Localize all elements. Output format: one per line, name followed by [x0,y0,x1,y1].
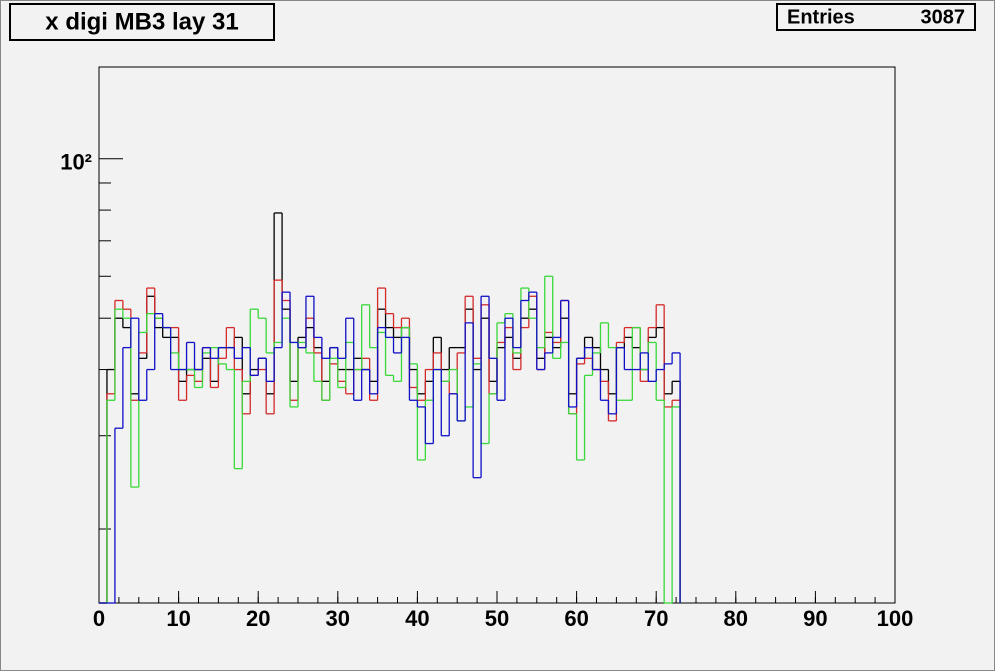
x-tick-label: 70 [644,606,668,631]
x-tick-label: 100 [877,606,914,631]
x-tick-label: 30 [326,606,350,631]
x-tick-label: 0 [93,606,105,631]
stats-label: Entries [787,6,855,28]
stats-box [776,3,976,31]
stats-entries: 3087 [921,6,966,28]
x-tick-label: 90 [803,606,827,631]
x-tick-label: 40 [405,606,429,631]
x-tick-label: 60 [564,606,588,631]
x-tick-label: 10 [166,606,190,631]
x-tick-label: 50 [485,606,509,631]
title-box [9,3,275,41]
x-tick-label: 20 [246,606,270,631]
x-tick-label: 80 [724,606,748,631]
chart-title: x digi MB3 lay 31 [45,8,238,35]
y-tick-label: 10² [60,150,92,175]
